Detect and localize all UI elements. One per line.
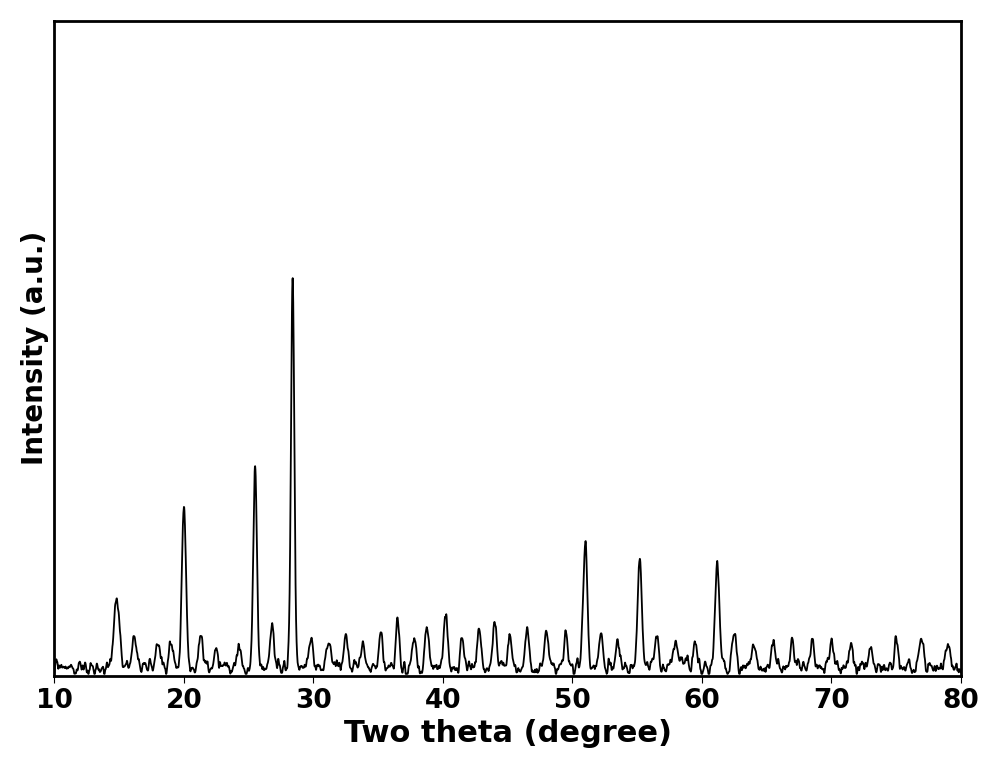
Y-axis label: Intensity (a.u.): Intensity (a.u.) [21, 231, 49, 465]
X-axis label: Two theta (degree): Two theta (degree) [344, 719, 672, 748]
